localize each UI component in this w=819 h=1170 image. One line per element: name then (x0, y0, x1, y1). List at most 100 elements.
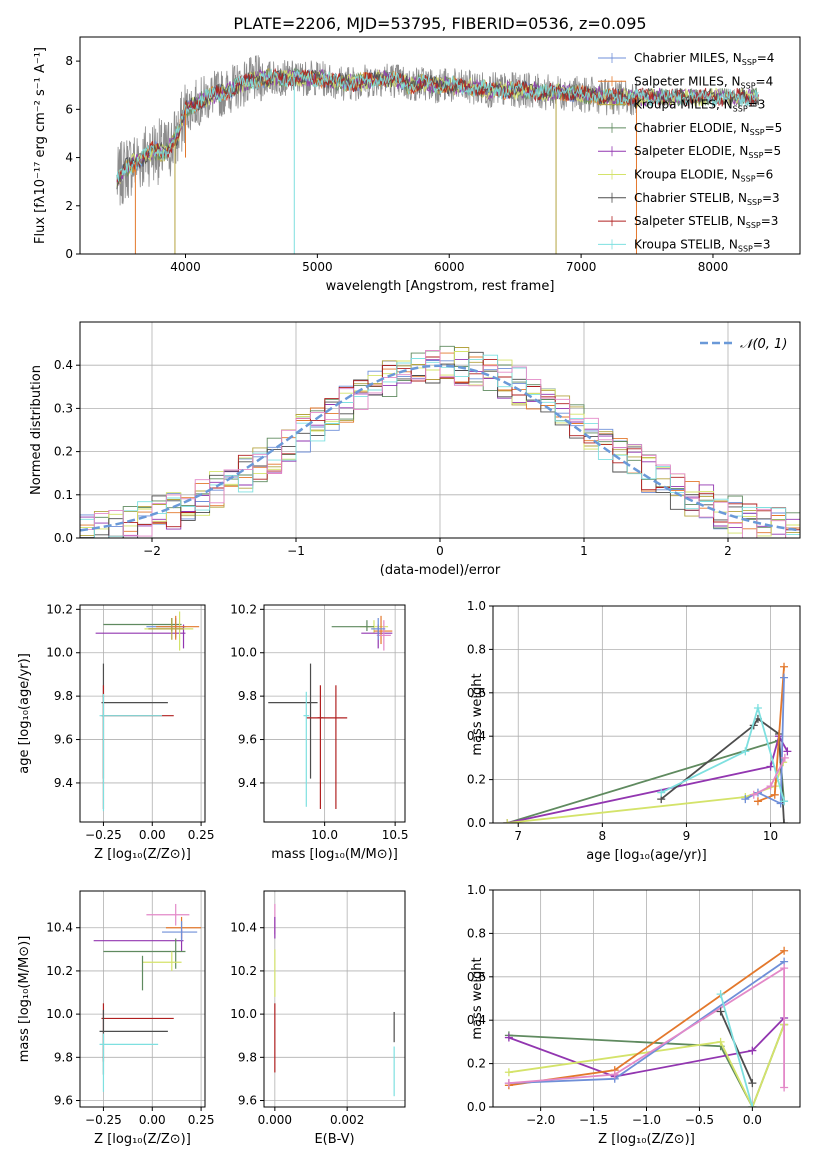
y-tick-label: 0.4 (467, 729, 486, 743)
axes-frame (492, 605, 801, 824)
weight-point (716, 1037, 725, 1046)
x-axis-label: Z [log₁₀(Z/Z⊙)] (94, 847, 191, 862)
legend-entry: Salpeter STELIB, NSSP=3 (634, 214, 778, 230)
weight-point (780, 819, 789, 823)
z-vs-weight-marks (504, 946, 789, 1107)
y-tick-label: 0.2 (467, 1057, 486, 1071)
y-axis-label: mass [log₁₀(M/M⊙)] (17, 936, 32, 1063)
observed-spectrum (116, 55, 760, 206)
weight-line (507, 733, 789, 823)
y-tick-label: 0.0 (467, 816, 486, 830)
x-tick-label: 8000 (698, 260, 729, 274)
x-tick-label: −2 (143, 544, 161, 558)
y-tick-label: 0.4 (467, 1013, 486, 1027)
y-tick-label: 9.6 (238, 733, 257, 747)
weight-point (716, 1007, 725, 1016)
legend-entry: Kroupa STELIB, NSSP=3 (634, 237, 771, 253)
ebv-vs-mass-marks (274, 903, 395, 1097)
y-tick-label: 9.6 (54, 733, 73, 747)
x-axis-label: wavelength [Angstrom, rest frame] (326, 279, 555, 294)
y-tick-label: 10.0 (46, 646, 73, 660)
legend-entry: Salpeter ELODIE, NSSP=5 (634, 144, 781, 160)
axes-frame (79, 36, 801, 255)
model-spectrum (116, 68, 759, 182)
x-axis-label: mass [log₁₀(M/M⊙)] (271, 847, 398, 862)
y-axis-label: mass weight (470, 673, 485, 755)
weight-point (657, 788, 666, 797)
x-tick-label: 0.000 (258, 1113, 292, 1127)
residual-histogram (80, 345, 800, 538)
y-tick-label: 0.0 (467, 1100, 486, 1114)
weight-line (744, 677, 785, 805)
y-tick-label: 10.2 (46, 964, 73, 978)
weight-line (660, 704, 785, 802)
x-axis-label: E(B-V) (314, 1132, 354, 1147)
x-axis-label: age [log₁₀(age/yr)] (586, 848, 707, 863)
x-tick-label: −1.0 (632, 1113, 661, 1127)
weight-point (504, 1079, 513, 1088)
weight-point (741, 747, 750, 756)
z-vs-mass-panel: −0.25 0.00 0.25 9.6 9.8 10.0 10.2 10.4 Z [log₁₀(… (17, 890, 215, 1147)
mass-vs-age-panel: 10.0 10.5 9.4 9.6 9.8 10.0 10.2 mass [log₁₀(M/M… (230, 602, 408, 862)
x-axis-label: Z [log₁₀(Z/Z⊙)] (598, 1132, 695, 1147)
x-tick-label: 10.0 (311, 828, 338, 842)
y-tick-label: 10.0 (46, 1007, 73, 1021)
x-tick-label: 7000 (566, 260, 597, 274)
weight-point (748, 1079, 757, 1088)
weight-point (780, 753, 789, 762)
spectrum-marks (116, 55, 760, 254)
y-tick-label: 9.6 (54, 1094, 73, 1108)
x-tick-label: −0.5 (685, 1113, 714, 1127)
z-vs-mass-marks (93, 903, 202, 1092)
legend-entry: 𝒩(0, 1) (740, 337, 787, 352)
y-tick-label: 4 (65, 151, 73, 165)
y-tick-label: 9.8 (54, 1050, 73, 1064)
weight-point (741, 795, 750, 804)
ebv-vs-mass-panel: 0.000 0.002 9.6 9.8 10.0 10.2 10.4 E(B-V) (230, 890, 406, 1147)
x-axis-label: (data-model)/error (380, 563, 501, 578)
z-vs-weight-panel: −2.0 −1.5 −1.0 −0.5 0.0 0.0 0.2 0.4 0.6 0.8 1.0 Z [… (467, 883, 801, 1147)
x-tick-label: 10.5 (382, 828, 409, 842)
x-tick-label: 0.25 (188, 828, 215, 842)
weight-point (783, 747, 792, 756)
y-tick-label: 6 (65, 102, 73, 116)
axes-frame (79, 890, 206, 1108)
y-tick-label: 9.8 (238, 689, 257, 703)
weight-point (770, 790, 779, 799)
y-tick-label: 0.8 (467, 642, 486, 656)
y-axis-label: Normed distribution (29, 365, 44, 495)
y-tick-label: 10.2 (230, 602, 257, 616)
weight-point (716, 990, 725, 999)
y-tick-label: 2 (65, 199, 73, 213)
y-tick-label: 0.1 (54, 488, 73, 502)
y-tick-label: 0.2 (54, 445, 73, 459)
normal-curve (80, 364, 800, 532)
x-tick-label: 0 (436, 544, 444, 558)
x-tick-label: 0.0 (743, 1113, 762, 1127)
y-tick-label: 10.4 (230, 921, 257, 935)
x-tick-label: 10 (763, 829, 778, 843)
y-tick-label: 10.4 (46, 921, 73, 935)
weight-point (749, 790, 758, 799)
x-tick-label: −1.5 (579, 1113, 608, 1127)
age-vs-weight-panel: 7 8 9 10 0.0 0.2 0.4 0.6 0.8 1.0 age [log₁₀(age/yr… (467, 599, 801, 863)
x-tick-label: −0.25 (85, 1113, 122, 1127)
model-spectrum (116, 68, 760, 190)
legend-entry: Chabrier ELODIE, NSSP=5 (634, 121, 782, 137)
weight-line (508, 1024, 785, 1107)
spectrum-panel: 4000 5000 6000 7000 8000 0 2 4 6 8 wavelength [Ang… (33, 36, 801, 294)
weight-point (504, 1033, 513, 1042)
residual-histogram (80, 350, 800, 538)
weight-point (780, 946, 789, 955)
x-tick-label: 6000 (434, 260, 465, 274)
y-tick-label: 0.0 (54, 531, 73, 545)
weight-point (780, 662, 789, 671)
x-tick-label: 0.25 (188, 1113, 215, 1127)
x-tick-label: 0.00 (139, 1113, 166, 1127)
x-tick-label: 1 (580, 544, 588, 558)
y-tick-label: 9.8 (238, 1050, 257, 1064)
weight-point (753, 797, 762, 806)
weight-line (508, 966, 785, 1088)
y-axis-label: mass weight (470, 957, 485, 1039)
weight-point (780, 1083, 789, 1092)
